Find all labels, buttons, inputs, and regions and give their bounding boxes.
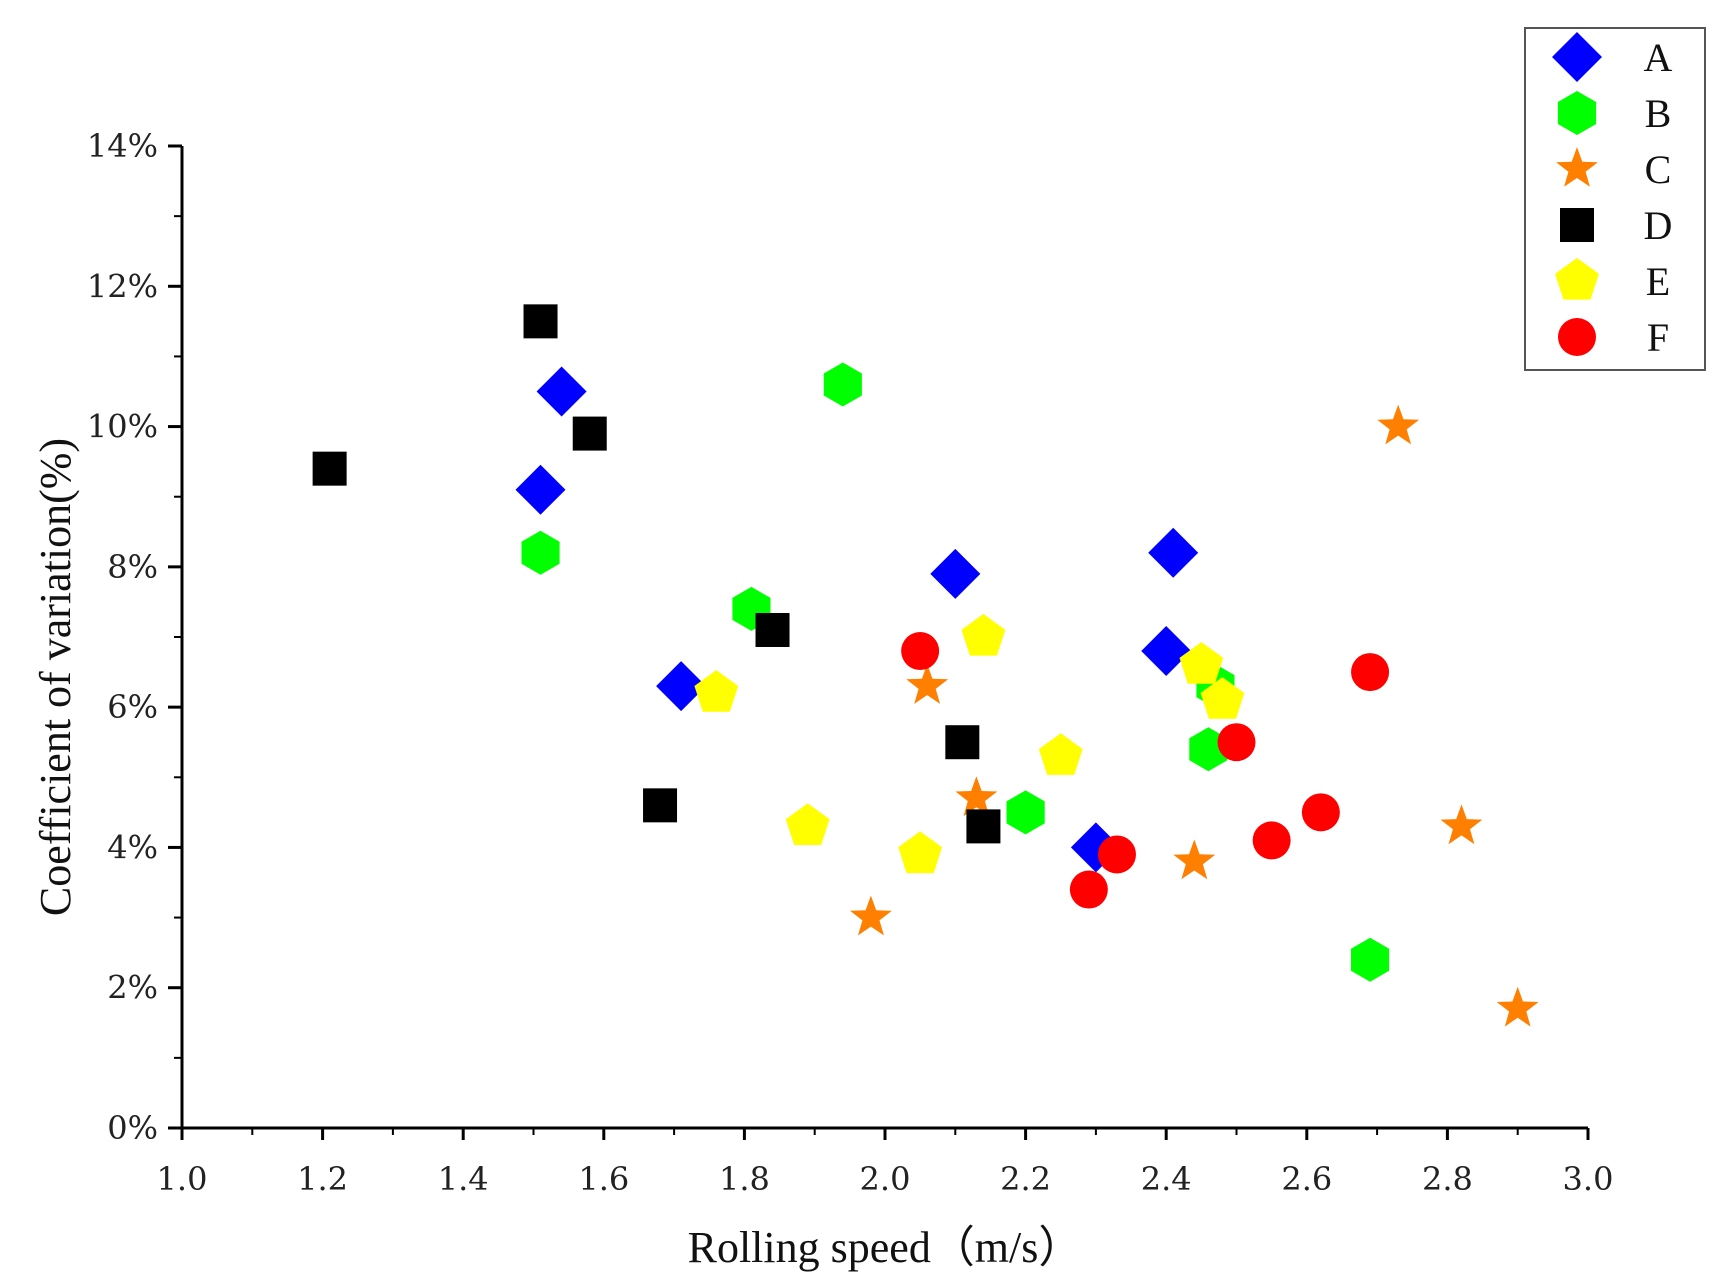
data-point-D bbox=[966, 809, 1001, 844]
data-point-A bbox=[656, 661, 707, 712]
data-point-B bbox=[1006, 790, 1045, 835]
data-point-A bbox=[1148, 527, 1199, 578]
legend-item-E: E bbox=[1555, 258, 1670, 304]
series-E bbox=[694, 614, 1245, 874]
x-tick-label: 2.0 bbox=[860, 1160, 911, 1198]
legend-box bbox=[1524, 27, 1706, 371]
data-point-D bbox=[572, 416, 607, 451]
data-point-C bbox=[1377, 404, 1420, 445]
data-point-C bbox=[850, 895, 892, 936]
data-point-E bbox=[1038, 733, 1083, 775]
y-tick-label: 6% bbox=[107, 688, 158, 726]
x-tick-label: 2.8 bbox=[1422, 1160, 1473, 1198]
axes bbox=[180, 146, 1588, 1130]
y-tick-label: 12% bbox=[87, 267, 158, 305]
legend-marker-E bbox=[1555, 258, 1599, 300]
y-tick-label: 4% bbox=[107, 828, 158, 866]
data-point-D bbox=[755, 612, 790, 647]
y-tick-label: 8% bbox=[107, 548, 158, 586]
data-point-D bbox=[643, 788, 678, 823]
data-point-B bbox=[521, 530, 560, 575]
x-tick-label: 2.6 bbox=[1281, 1160, 1332, 1198]
series-D bbox=[312, 304, 1001, 844]
legend-item-C: C bbox=[1556, 147, 1671, 192]
data-point-A bbox=[515, 464, 566, 515]
data-point-C bbox=[1173, 839, 1216, 880]
x-tick-label: 1.0 bbox=[157, 1160, 208, 1198]
series-C bbox=[850, 404, 1539, 1027]
data-point-E bbox=[1179, 642, 1224, 684]
data-point-B bbox=[1351, 937, 1390, 982]
y-axis-title: Coefficient of variation(%) bbox=[31, 438, 80, 916]
legend-label-E: E bbox=[1646, 259, 1670, 304]
x-tick-label: 1.8 bbox=[719, 1160, 770, 1198]
data-point-D bbox=[312, 451, 347, 486]
y-tick-label: 10% bbox=[87, 408, 158, 446]
x-tick-label: 1.4 bbox=[438, 1160, 489, 1198]
y-tick-label: 14% bbox=[87, 127, 158, 165]
legend-item-B: B bbox=[1557, 91, 1672, 136]
data-point-F bbox=[1217, 723, 1256, 762]
legend-marker-B bbox=[1557, 91, 1597, 135]
x-tick-label: 1.2 bbox=[297, 1160, 348, 1198]
data-point-F bbox=[1069, 870, 1108, 909]
data-point-D bbox=[945, 725, 980, 760]
x-tick-label: 2.4 bbox=[1141, 1160, 1192, 1198]
y-tick-label: 0% bbox=[107, 1109, 158, 1147]
series-A bbox=[515, 366, 1199, 873]
data-point-A bbox=[930, 548, 981, 599]
legend-marker-D bbox=[1560, 208, 1594, 242]
series-B bbox=[521, 362, 1390, 982]
data-point-C bbox=[906, 664, 949, 704]
x-tick-label: 2.2 bbox=[1000, 1160, 1051, 1198]
data-point-F bbox=[1301, 793, 1340, 832]
x-tick-label: 3.0 bbox=[1563, 1160, 1614, 1198]
data-point-B bbox=[823, 362, 862, 407]
data-point-E bbox=[898, 831, 942, 874]
x-tick-label: 1.6 bbox=[578, 1160, 629, 1198]
data-point-E bbox=[961, 614, 1006, 656]
data-point-F bbox=[1351, 653, 1390, 692]
data-point-E bbox=[785, 803, 830, 845]
data-point-E bbox=[694, 670, 739, 712]
data-point-C bbox=[1440, 804, 1483, 845]
legend-label-C: C bbox=[1645, 147, 1672, 192]
legend-item-F: F bbox=[1558, 315, 1669, 360]
data-point-C bbox=[1496, 986, 1539, 1027]
axis-ticks: 1.0 1.2 1.4 1.6 1.8 2.0 2.2 2.4 2.6 2.8 3.0 0% 2% 4% 6… bbox=[87, 127, 1614, 1198]
data-point-F bbox=[901, 632, 940, 671]
legend-label-D: D bbox=[1644, 203, 1673, 248]
data-point-E bbox=[1200, 677, 1245, 719]
x-axis-title: Rolling speed（m/s） bbox=[688, 1223, 1083, 1272]
data-point-A bbox=[536, 366, 587, 417]
legend-marker-F bbox=[1558, 318, 1596, 356]
data-point-F bbox=[1097, 835, 1136, 874]
data-point-F bbox=[1252, 821, 1291, 860]
data-point-A bbox=[1141, 626, 1192, 676]
legend-marker-A bbox=[1552, 32, 1602, 82]
data-point-D bbox=[523, 304, 558, 339]
legend-label-A: A bbox=[1644, 35, 1673, 80]
legend-marker-C bbox=[1556, 147, 1598, 187]
legend-label-F: F bbox=[1647, 315, 1669, 360]
y-tick-label: 2% bbox=[107, 969, 158, 1007]
legend-item-A: A bbox=[1552, 32, 1673, 82]
data-point-C bbox=[955, 776, 998, 817]
series-F bbox=[901, 632, 1390, 909]
data-points bbox=[312, 304, 1539, 1027]
data-point-B bbox=[1189, 727, 1228, 772]
legend-item-D: D bbox=[1560, 203, 1672, 248]
legend-label-B: B bbox=[1645, 91, 1672, 136]
